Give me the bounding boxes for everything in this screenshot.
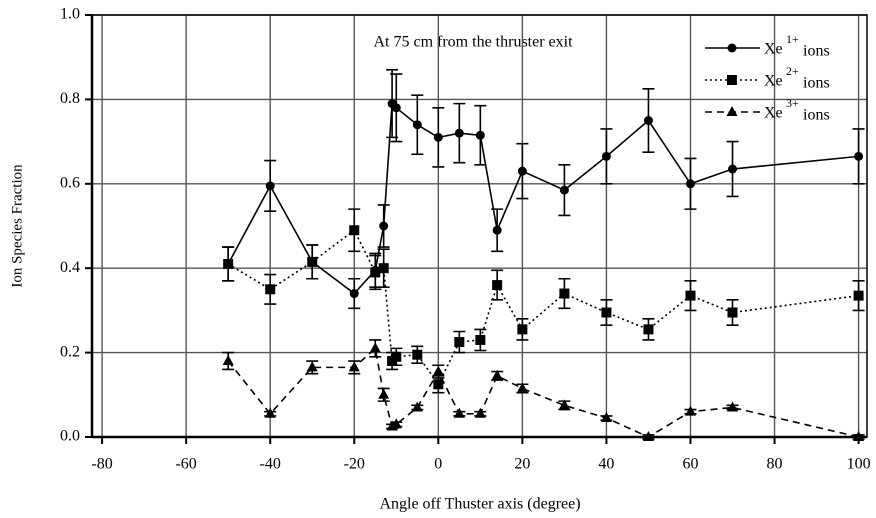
marker [853,290,864,301]
marker [642,431,654,441]
marker [391,351,402,362]
series-line [227,229,859,386]
marker [516,382,528,393]
marker [492,225,502,235]
legend-superscript: 3+ [786,96,799,110]
y-tick-label: 0.8 [60,90,80,107]
x-tick-label: -80 [91,456,112,473]
marker [643,116,653,125]
marker [517,324,528,335]
marker [223,258,234,269]
marker [379,221,389,231]
x-tick-label: 0 [434,456,442,473]
marker [391,103,401,113]
marker [726,106,738,116]
marker [475,130,485,140]
marker [348,361,360,372]
marker [643,324,654,335]
marker [265,284,276,295]
marker [727,307,738,318]
marker [475,334,486,345]
legend-superscript: 1+ [786,32,799,46]
marker [433,132,443,142]
marker [601,151,611,161]
marker [454,337,465,348]
marker [349,289,359,299]
marker [411,401,423,412]
marker [369,342,381,353]
legend-label: Xe [764,41,783,58]
marker [558,399,570,410]
x-tick-label: 100 [847,456,871,473]
y-axis-label: Ion Species Fraction [9,164,25,288]
marker [412,120,422,130]
marker [378,388,390,399]
marker [390,418,402,429]
y-tick-label: 0.4 [60,259,80,276]
x-tick-label: 40 [598,456,614,473]
marker [349,225,360,236]
marker [727,401,739,412]
annotation: At 75 cm from the thruster exit [373,34,573,51]
x-tick-label: 80 [767,456,783,473]
marker [728,164,738,174]
marker [453,407,465,418]
legend-superscript: 2+ [786,64,799,78]
x-axis-label: Angle off Thuster axis (degree) [379,496,580,513]
legend-label: Xe [764,105,783,122]
marker [412,349,423,360]
marker [684,405,696,416]
marker [491,369,503,380]
legend-suffix: ions [803,107,830,124]
marker [265,181,275,191]
y-tick-label: 0.0 [60,428,80,445]
y-tick-label: 0.2 [60,343,80,360]
legend-suffix: ions [803,75,830,92]
marker [854,151,864,161]
marker [432,365,444,376]
marker [853,431,865,441]
marker [600,412,612,423]
marker [306,361,318,372]
marker [454,128,464,138]
legend-label: Xe [764,73,783,90]
marker [370,267,381,278]
y-tick-label: 0.6 [60,174,80,191]
x-tick-label: -60 [175,456,196,473]
series-line [227,346,859,438]
marker [685,179,695,189]
x-tick-label: -40 [260,456,281,473]
marker [517,166,527,176]
marker [727,75,737,85]
x-tick-label: -20 [344,456,365,473]
x-tick-label: 20 [514,456,530,473]
marker [264,407,276,418]
marker [559,288,570,299]
marker [601,307,612,318]
marker [433,379,444,390]
marker [474,407,486,418]
marker [222,355,234,366]
marker [492,280,503,291]
y-tick-label: 1.0 [60,6,80,23]
x-tick-label: 60 [682,456,698,473]
marker [378,263,389,274]
marker [727,43,737,53]
marker [307,256,318,267]
series-line [227,101,859,295]
marker [685,290,696,301]
marker [559,185,569,195]
legend-suffix: ions [803,43,830,60]
